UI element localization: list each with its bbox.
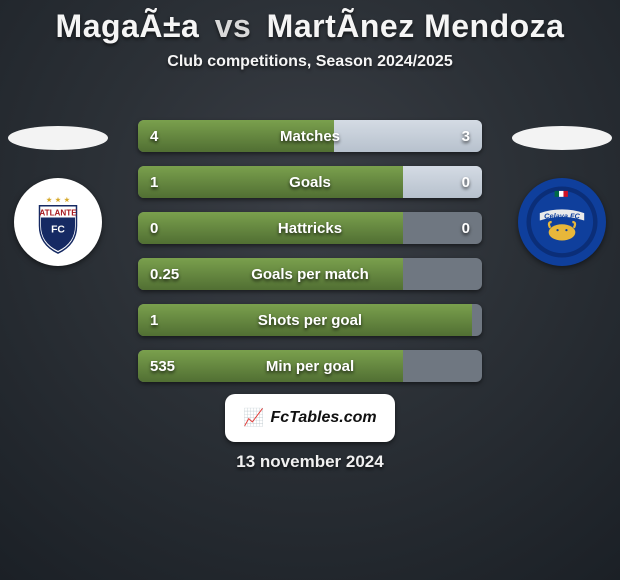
right-club-crest: Celaya FC: [518, 178, 606, 266]
stat-row: 535Min per goal: [138, 350, 482, 382]
stat-row: 1Goals0: [138, 166, 482, 198]
left-side-column: ATLANTE FC: [8, 120, 108, 420]
brand-text: FcTables.com: [271, 409, 377, 427]
stat-value-right: 0: [462, 166, 470, 198]
player1-name: MagaÃ±a: [56, 8, 200, 44]
right-flag-ellipse: [512, 126, 612, 150]
chart-icon: 📈: [243, 408, 264, 428]
stat-row: 1Shots per goal: [138, 304, 482, 336]
player2-name: MartÃnez Mendoza: [267, 8, 565, 44]
svg-text:Celaya FC: Celaya FC: [544, 211, 580, 220]
atlante-crest-icon: ATLANTE FC: [21, 185, 95, 259]
stat-row: 0.25Goals per match: [138, 258, 482, 290]
stat-label: Min per goal: [138, 350, 482, 382]
page-title: MagaÃ±a vs MartÃnez Mendoza: [0, 0, 620, 45]
celaya-crest-icon: Celaya FC: [525, 185, 599, 259]
stat-value-right: 3: [462, 120, 470, 152]
stat-label: Hattricks: [138, 212, 482, 244]
subtitle: Club competitions, Season 2024/2025: [0, 53, 620, 71]
stat-value-right: 0: [462, 212, 470, 244]
stat-label: Matches: [138, 120, 482, 152]
left-flag-ellipse: [8, 126, 108, 150]
infographic-root: MagaÃ±a vs MartÃnez Mendoza Club competi…: [0, 0, 620, 580]
vs-separator: vs: [215, 8, 252, 44]
stat-label: Shots per goal: [138, 304, 482, 336]
stat-label: Goals: [138, 166, 482, 198]
date-text: 13 november 2024: [0, 452, 620, 472]
stat-row: 0Hattricks0: [138, 212, 482, 244]
left-club-crest: ATLANTE FC: [14, 178, 102, 266]
svg-text:ATLANTE: ATLANTE: [39, 208, 77, 217]
right-side-column: Celaya FC: [512, 120, 612, 420]
svg-text:FC: FC: [51, 224, 65, 235]
brand-badge: 📈 FcTables.com: [225, 394, 395, 442]
comparison-bars: 4Matches31Goals00Hattricks00.25Goals per…: [138, 120, 482, 396]
stat-label: Goals per match: [138, 258, 482, 290]
stat-row: 4Matches3: [138, 120, 482, 152]
